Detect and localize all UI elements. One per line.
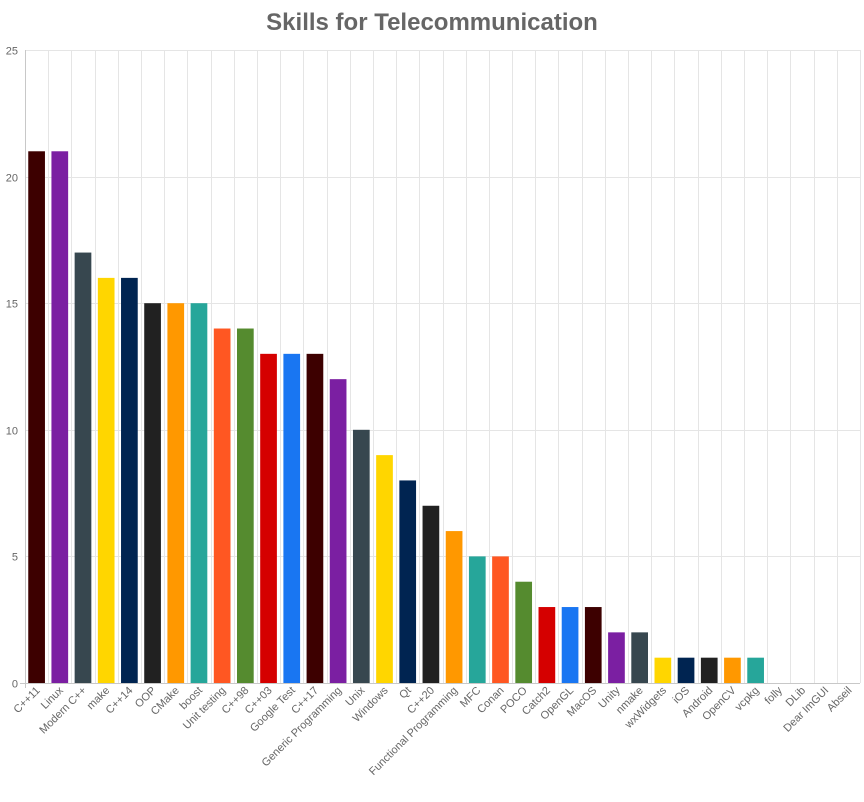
y-tick-label: 0: [12, 679, 18, 691]
bar: [260, 353, 277, 683]
bar: [654, 657, 672, 683]
x-tick-label: vcpkg: [733, 685, 762, 714]
bar: [283, 353, 301, 683]
bar: [561, 607, 579, 683]
bar: [306, 353, 324, 683]
bar: [213, 328, 231, 683]
x-tick-label: Qt: [397, 685, 414, 702]
bar: [677, 657, 695, 683]
bar: [538, 607, 556, 683]
bar: [51, 151, 69, 683]
bar: [190, 303, 208, 683]
bar: [167, 303, 185, 683]
bar: [468, 556, 486, 683]
bar: [608, 632, 625, 683]
y-tick-label: 10: [6, 426, 18, 438]
bar: [584, 607, 602, 683]
bar: [144, 303, 161, 683]
bar: [492, 556, 509, 683]
x-tick-label: Abseil: [825, 685, 855, 715]
x-tick-label: folly: [763, 684, 786, 707]
y-tick-label: 15: [6, 299, 18, 311]
bar: [515, 581, 533, 683]
bar: [631, 632, 648, 683]
bar: [237, 328, 254, 683]
bar: [445, 531, 463, 683]
bar: [747, 657, 764, 683]
y-tick-label: 20: [6, 173, 18, 185]
chart-title: Skills for Telecommunication: [266, 9, 598, 36]
bar: [28, 151, 45, 683]
y-tick-label: 25: [6, 46, 18, 58]
bar: [352, 429, 370, 683]
bar: [724, 657, 741, 683]
bar: [74, 252, 92, 683]
bar: [422, 505, 440, 683]
bar: [97, 277, 115, 683]
bar: [376, 455, 393, 683]
bar: [700, 657, 718, 683]
bar: [329, 379, 347, 683]
y-tick-label: 5: [12, 552, 18, 564]
bar: [121, 277, 138, 683]
bar: [399, 480, 417, 683]
